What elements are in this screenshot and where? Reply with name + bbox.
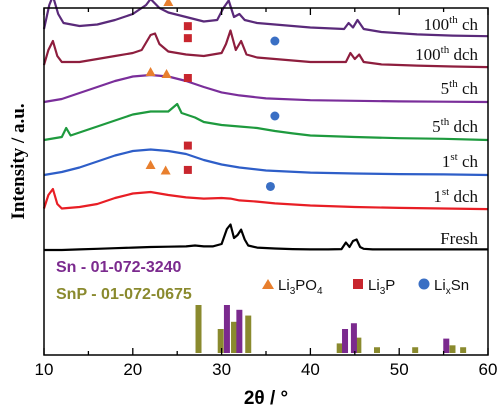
marker-circle-13	[265, 181, 275, 191]
marker-triangle-5	[145, 67, 156, 76]
ref-stick-SnP-9	[460, 347, 467, 353]
reference-label-0: Sn - 01-072-3240	[56, 259, 182, 276]
series-line-4	[43, 73, 489, 104]
ref-stick-SnP-5	[355, 337, 362, 353]
ref-stick-Sn-0	[223, 305, 230, 353]
ref-stick-SnP-7	[412, 347, 419, 353]
series-line-3	[43, 102, 489, 142]
series-label-3: 5th dch	[432, 116, 478, 136]
legend-label-2: LixSn	[434, 277, 469, 297]
series-line-2	[43, 148, 489, 177]
ref-stick-SnP-0	[195, 305, 202, 353]
axes: 10 20 30 40 50 60 2θ / ° Intensity / a.u.	[8, 7, 498, 409]
marker-square-9	[183, 141, 192, 150]
marker-triangle-6	[161, 68, 172, 78]
series-label-6: 100th ch	[424, 14, 479, 34]
marker-circle-4	[270, 36, 280, 46]
series-label-0: Fresh	[440, 229, 478, 248]
phase-markers	[145, 0, 280, 191]
series-line-6	[42, 0, 489, 38]
x-tick-label-1: 20	[123, 360, 142, 379]
ref-stick-Sn-3	[350, 323, 357, 353]
ref-stick-SnP-3	[245, 315, 252, 353]
series-curves	[42, 0, 489, 252]
legend-circle-icon	[418, 278, 430, 290]
marker-square-2	[183, 22, 192, 31]
ref-stick-SnP-4	[336, 343, 343, 353]
marker-triangle-1	[163, 0, 174, 6]
reference-label-1: SnP - 01-072-0675	[56, 286, 192, 303]
x-axis-label: 2θ / °	[244, 388, 288, 409]
series-label-4: 5th ch	[441, 78, 479, 98]
series-label-2: 1st ch	[442, 151, 479, 171]
x-tick-label-0: 10	[35, 360, 54, 379]
ref-stick-SnP-6	[374, 347, 380, 353]
series-line-5	[42, 29, 489, 69]
legend-square-icon	[353, 279, 363, 289]
x-tick-label-4: 50	[390, 360, 409, 379]
legend-triangle-icon	[262, 279, 274, 289]
series-labels: Fresh 1st dch 1st ch 5th dch 5th ch 100th dch…	[415, 14, 478, 248]
reference-sticks	[195, 305, 467, 353]
marker-square-3	[183, 34, 192, 43]
marker-square-7	[183, 74, 192, 82]
x-tick-label-3: 40	[301, 360, 320, 379]
ref-stick-Sn-1	[236, 309, 243, 353]
marker-triangle-11	[160, 165, 171, 175]
ref-stick-SnP-2	[231, 321, 238, 353]
marker-circle-8	[270, 111, 280, 121]
x-tick-label-5: 60	[479, 360, 498, 379]
x-tick-label-2: 30	[212, 360, 231, 379]
series-line-0	[44, 223, 488, 252]
legend: Sn - 01-072-3240 SnP - 01-072-0675 Li3PO4 L…	[56, 259, 469, 303]
marker-square-12	[183, 165, 192, 174]
series-label-1: 1st dch	[433, 186, 478, 206]
ref-stick-Sn-4	[443, 338, 450, 353]
series-label-5: 100th dch	[415, 44, 478, 64]
ref-stick-SnP-1	[217, 329, 224, 353]
ref-stick-SnP-8	[449, 345, 456, 353]
legend-label-0: Li3PO4	[278, 277, 323, 297]
ref-stick-Sn-2	[342, 329, 349, 353]
y-axis-label: Intensity / a.u.	[8, 103, 29, 219]
series-line-1	[42, 187, 489, 211]
marker-triangle-10	[145, 160, 156, 169]
legend-label-1: Li3P	[368, 277, 395, 297]
